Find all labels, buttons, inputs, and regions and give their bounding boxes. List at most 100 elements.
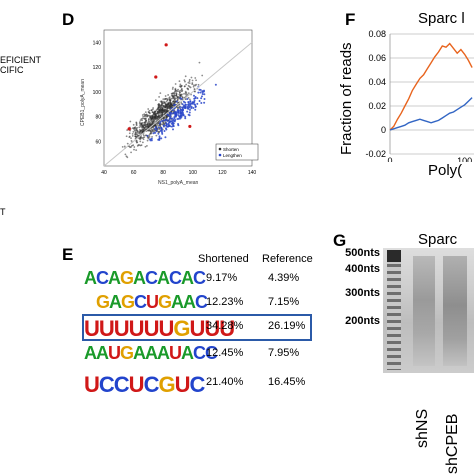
scatter-point-shortened [176,111,179,114]
scatter-point-shortened [189,105,192,108]
scatter-point-shortened [149,139,152,142]
scatter-point [190,76,193,79]
motif-letter: A [181,343,194,363]
series-line [389,97,473,131]
scatter-point [152,125,155,128]
motif-letter: A [84,343,97,363]
scatter-point [195,79,197,82]
panel-f-x-label: Poly( [428,162,463,179]
scatter-point [149,130,152,132]
scatter-point-shortened [146,134,149,137]
scatter-point-shortened [157,132,160,135]
gel-image [383,248,474,373]
scatter-point-shortened [168,120,171,123]
scatter-point [188,82,191,85]
scatter-point [192,85,195,88]
scatter-point [157,124,159,127]
panel-f-line-chart: 0.080.060.040.020-0.020 100 [365,29,474,162]
scatter-point-shortened [198,88,201,91]
scatter-point-shortened [172,125,175,128]
scatter-point [159,114,161,117]
scatter-point [184,80,186,83]
scatter-point [164,97,167,100]
scatter-point-shortened [214,83,217,86]
scatter-point-shortened [184,115,187,118]
scatter-point [165,100,168,103]
motif-letter: C [113,372,130,397]
scatter-point [149,124,152,127]
scatter-point [139,121,141,123]
scatter-point [201,74,204,77]
scatter-point [132,123,135,126]
marker-500: 500nts [345,247,380,259]
line-axes: 0.080.060.040.020-0.020 100 [365,29,474,162]
scatter-point-shortened [192,94,195,97]
scatter-point [137,144,140,146]
scatter-point [164,112,167,114]
scatter-point [151,120,154,122]
scatter-point-shortened [171,121,174,124]
scatter-point-shortened [168,124,171,127]
reference-value: 7.15% [268,296,300,308]
panel-f-title: Sparc l [418,10,465,27]
scatter-point [178,90,181,93]
motif-letter: U [98,316,115,341]
scatter-point-shortened [158,122,161,125]
scatter-point [139,131,142,134]
scatter-point [173,92,176,95]
motif-letter: U [204,316,220,341]
scatter-point [157,115,160,118]
scatter-point-shortened [157,126,160,129]
motif-letter: A [181,268,194,288]
scatter-point-shortened [178,106,181,109]
scatter-point-shortened [199,91,202,94]
scatter-point-shortened [164,136,167,139]
scatter-point [135,149,138,152]
scatter-point [126,129,129,131]
y-tick-label: 140 [93,40,102,46]
motif-letter: C [96,268,109,288]
scatter-point-shortened [170,125,173,128]
scatter-point [158,103,161,106]
shortened-value: 12.23% [206,296,244,308]
scatter-point-shortened [159,121,162,124]
scatter-point-shortened [186,97,189,100]
scatter-point [130,151,132,154]
scatter-point [167,101,170,104]
scatter-point [148,128,151,131]
motif-letter: G [120,268,134,288]
motif-letter: G [158,372,175,397]
scatter-frame [103,29,253,167]
scatter-point [198,61,201,64]
y-tick-label: 120 [93,65,102,71]
scatter-point [159,100,162,103]
scatter-point [151,114,154,117]
motif-letter: C [145,268,158,288]
scatter-point-shortened [179,109,182,112]
scatter-point [147,114,150,117]
scatter-point [145,115,148,118]
scatter-point [124,153,127,156]
scatter-point [141,114,144,116]
scatter-point [141,125,144,128]
scatter-point [128,136,131,139]
scatter-point-shortened [177,122,180,125]
scatter-point-lengthened [154,75,158,79]
scatter-point [135,139,138,142]
panel-g-letter: G [333,231,347,250]
scatter-point-shortened [155,130,158,133]
scatter-point-shortened [179,114,182,117]
motif-letter: C [134,292,147,312]
scatter-point [188,80,191,83]
scatter-point [184,75,187,78]
scatter-point [166,97,168,100]
lane-label-shcpeb: shCPEB [444,413,461,474]
shns-lane [413,256,435,366]
motif-letter: G [96,292,110,312]
scatter-point-shortened [200,97,203,100]
motif-letter: U [146,292,159,312]
scatter-point [137,134,140,137]
scatter-point-shortened [193,99,196,102]
scatter-point-shortened [154,131,157,134]
scatter-point [167,94,170,96]
